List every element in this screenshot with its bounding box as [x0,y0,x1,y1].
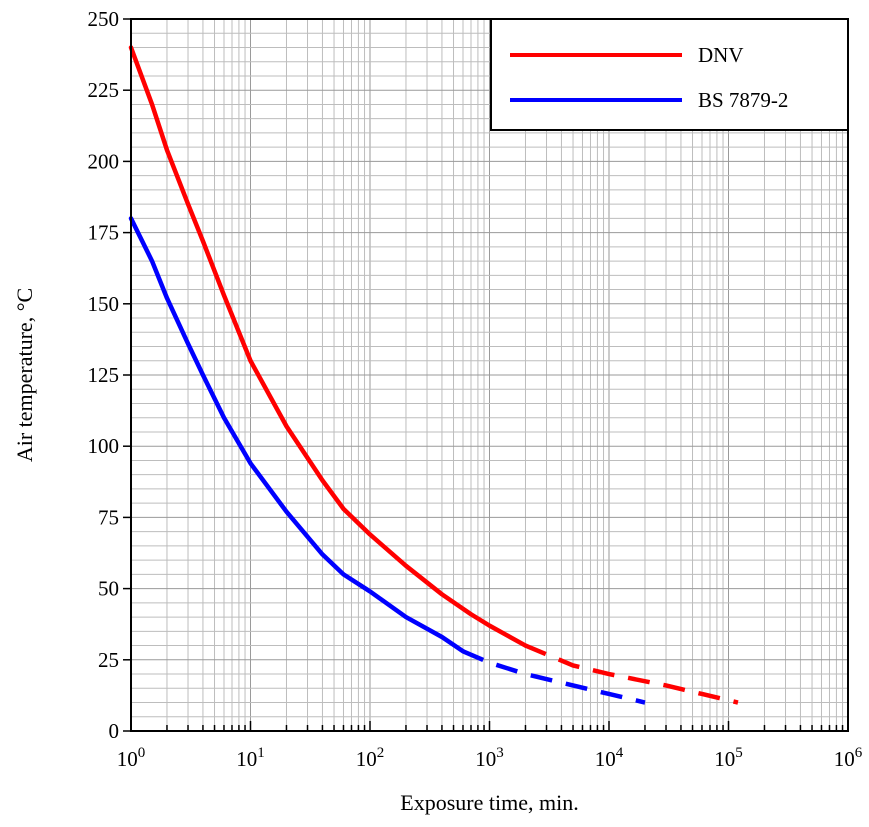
data-series [128,45,739,705]
y-tick-label: 50 [98,577,119,601]
series-line-dnv-extrapolated [524,643,739,705]
x-tick-label: 103 [475,745,504,771]
legend: DNV BS 7879-2 [490,18,849,131]
x-tick-label: 104 [595,745,624,771]
y-tick-label: 0 [109,719,120,743]
y-tick-label: 100 [88,434,120,458]
x-tick-label: 105 [714,745,743,771]
y-tick-label: 200 [88,149,120,173]
y-tick-label: 25 [98,648,119,672]
x-axis-title: Exposure time, min. [400,790,578,815]
legend-label-dnv: DNV [698,43,744,67]
x-tick-label: 101 [236,745,265,771]
series-line-bs-7879-2 [128,216,466,654]
legend-label-bs-7879-2: BS 7879-2 [698,88,788,112]
x-tick-label: 102 [356,745,385,771]
y-tick-label: 225 [88,78,120,102]
y-tick-label: 150 [88,292,120,316]
y-tick-label: 250 [88,7,120,31]
grid-lines [130,18,848,732]
y-tick-label: 125 [88,363,120,387]
legend-box [490,18,849,131]
axis-ticks [123,18,844,732]
y-tick-labels: 0 25 50 75 100 125 150 175 200 225 250 [88,7,120,743]
y-tick-label: 75 [98,505,119,529]
series-line-dnv [128,45,528,648]
x-tick-labels: 100 101 102 103 104 105 106 [117,745,863,771]
y-axis-title: Air temperature, °C [12,288,37,462]
x-tick-label: 100 [117,745,146,771]
x-tick-label: 106 [834,745,863,771]
y-tick-label: 175 [88,221,120,245]
series-line-bs-7879-2-extrapolated [462,649,646,705]
